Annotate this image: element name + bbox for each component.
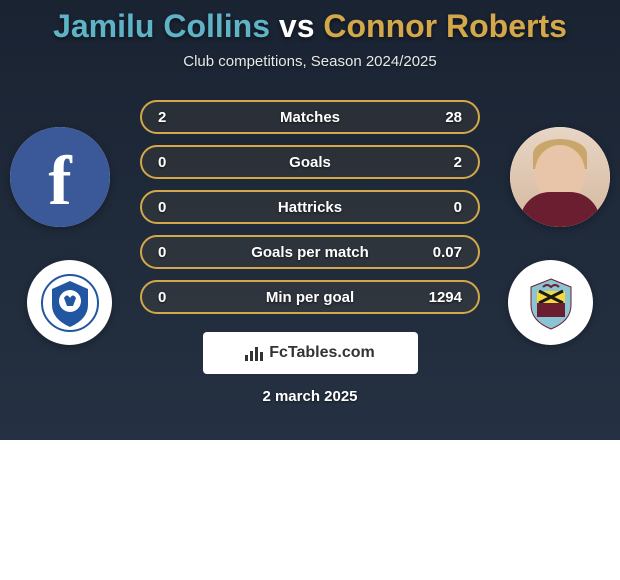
comparison-card: Jamilu Collins vs Connor Roberts Club co… <box>0 0 620 440</box>
cardiff-crest-icon <box>40 273 100 333</box>
player-photo-icon <box>510 127 610 227</box>
stat-left-value: 0 <box>158 199 198 216</box>
player2-name: Connor Roberts <box>323 8 567 44</box>
stat-left-value: 0 <box>158 289 198 306</box>
stat-left-value: 2 <box>158 109 198 126</box>
chart-icon <box>245 345 263 361</box>
player1-avatar: f <box>10 127 110 227</box>
stat-label: Matches <box>280 109 340 126</box>
subtitle: Club competitions, Season 2024/2025 <box>183 53 437 70</box>
logo-text: FcTables.com <box>269 344 375 362</box>
stat-row-goals: 0 Goals 2 <box>140 145 480 179</box>
stat-label: Hattricks <box>278 199 342 216</box>
stat-row-goals-per-match: 0 Goals per match 0.07 <box>140 235 480 269</box>
stat-left-value: 0 <box>158 154 198 171</box>
stat-label: Min per goal <box>266 289 354 306</box>
stat-right-value: 2 <box>422 154 462 171</box>
club1-badge <box>27 260 112 345</box>
stat-right-value: 0.07 <box>422 244 462 261</box>
stat-row-matches: 2 Matches 28 <box>140 100 480 134</box>
player2-avatar <box>510 127 610 227</box>
date-label: 2 march 2025 <box>262 388 357 405</box>
stat-row-min-per-goal: 0 Min per goal 1294 <box>140 280 480 314</box>
player1-name: Jamilu Collins <box>53 8 270 44</box>
stat-row-hattricks: 0 Hattricks 0 <box>140 190 480 224</box>
burnley-crest-icon <box>521 273 581 333</box>
source-logo: FcTables.com <box>203 332 418 374</box>
stat-right-value: 28 <box>422 109 462 126</box>
club2-badge <box>508 260 593 345</box>
stat-right-value: 1294 <box>422 289 462 306</box>
stat-label: Goals <box>289 154 331 171</box>
stats-list: 2 Matches 28 0 Goals 2 0 Hattricks 0 0 G… <box>140 100 480 314</box>
stat-right-value: 0 <box>422 199 462 216</box>
vs-label: vs <box>279 8 315 44</box>
facebook-placeholder-icon: f <box>10 127 110 227</box>
facebook-f-icon: f <box>48 142 71 222</box>
page-title: Jamilu Collins vs Connor Roberts <box>53 8 567 45</box>
stat-label: Goals per match <box>251 244 369 261</box>
stat-left-value: 0 <box>158 244 198 261</box>
